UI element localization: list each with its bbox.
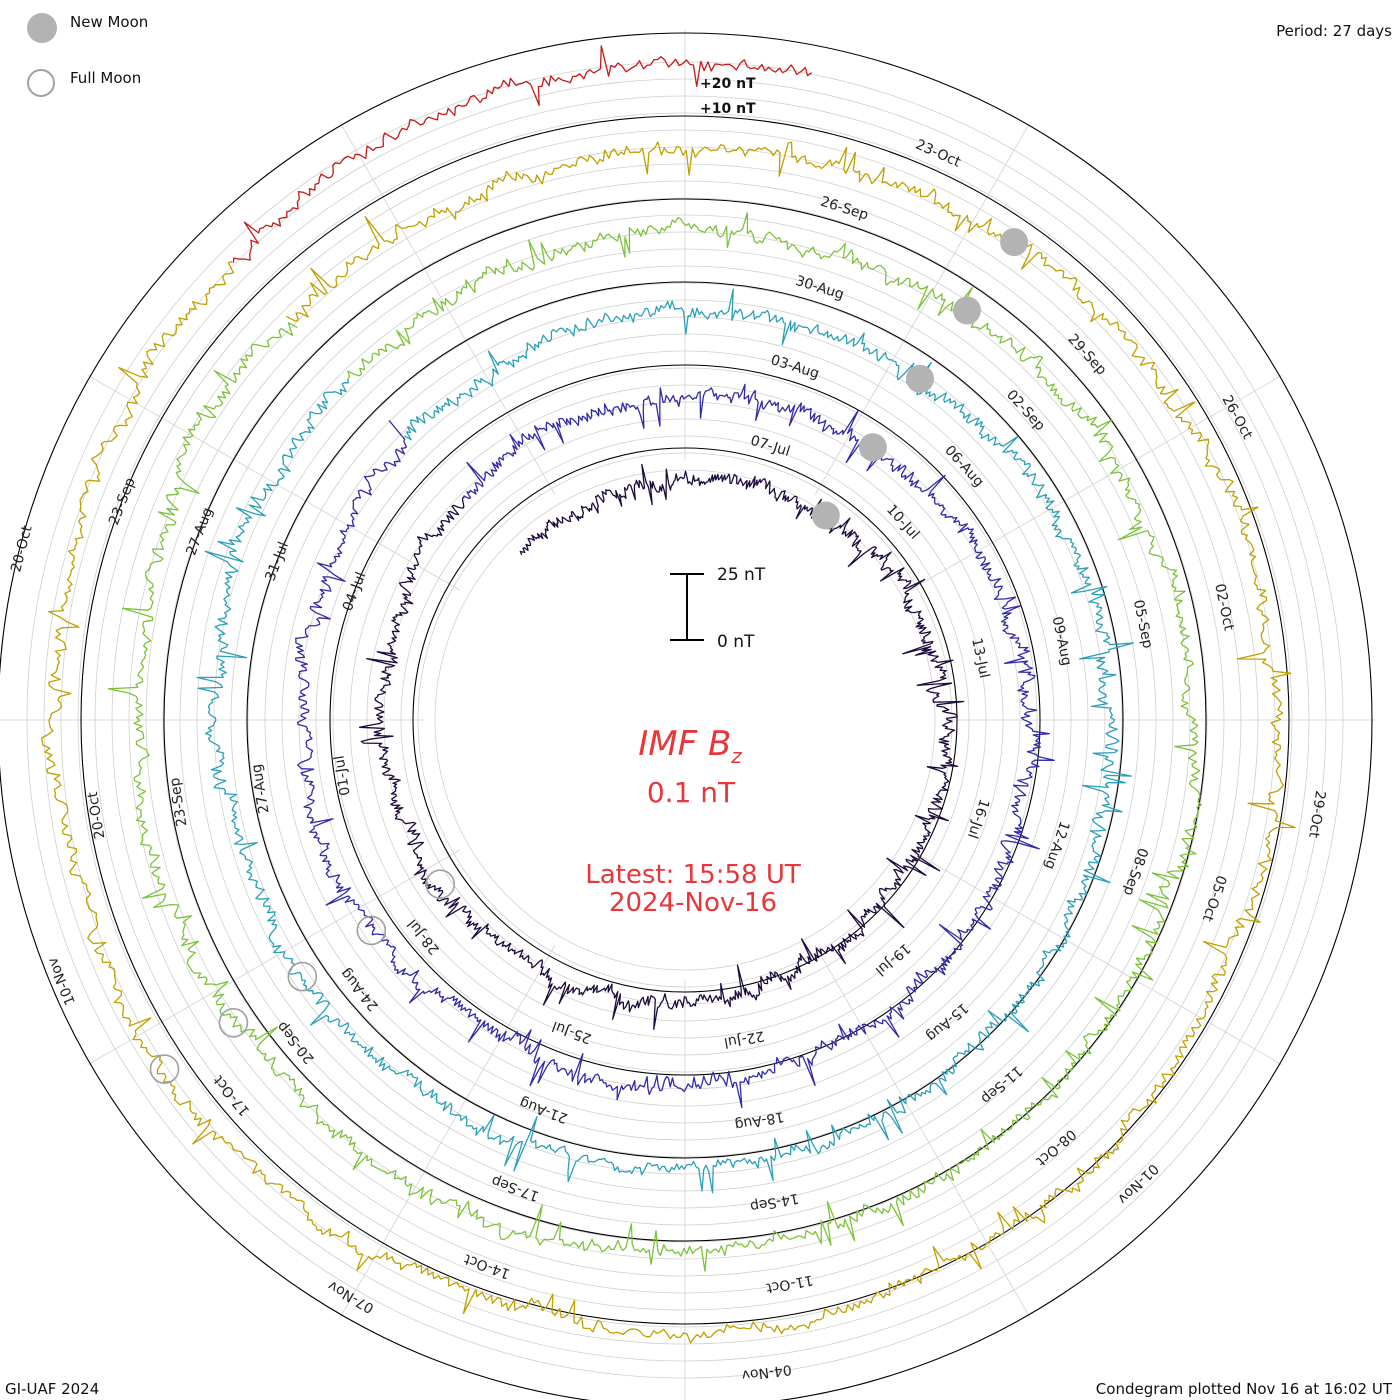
grid-ring (315, 350, 1055, 1090)
plotted-timestamp: Condegram plotted Nov 16 at 16:02 UT (1095, 1380, 1392, 1398)
grid-layer (0, 30, 1375, 1400)
date-label: 27-Aug (249, 763, 273, 815)
chart-title-main: IMF B (638, 724, 731, 764)
date-label: 14-Sep (749, 1190, 800, 1215)
date-label: 28-Jul (405, 916, 443, 957)
chart-title-subscript: z (730, 744, 742, 768)
new-moon-marker (906, 364, 934, 393)
new-moon-icon (27, 13, 57, 43)
grid-spoke (909, 849, 1283, 1066)
cycle-baseline (329, 364, 1041, 1076)
date-label: 20-Oct (8, 523, 36, 573)
new-moon-legend-label: New Moon (70, 13, 149, 31)
grid-ring (366, 401, 1004, 1039)
new-moon-marker (1000, 228, 1029, 257)
date-label: 18-Aug (733, 1108, 785, 1133)
new-moon-marker (858, 433, 887, 462)
series-cycle-5 (40, 141, 1296, 1344)
date-label: 29-Oct (1305, 789, 1328, 839)
grid-ring (434, 469, 936, 971)
grid-spoke (87, 849, 461, 1066)
grid-spoke (87, 374, 461, 591)
cycle-baseline (0, 32, 1373, 1400)
date-label: 31-Jul (262, 540, 292, 584)
date-label: 01-Nov (1114, 1160, 1161, 1207)
date-label: 02-Oct (1211, 582, 1236, 632)
credit-label: GI-UAF 2024 (5, 1380, 100, 1398)
full-moon-legend-label: Full Moon (70, 69, 142, 87)
date-label: 05-Oct (1199, 873, 1229, 924)
full-moon-marker (356, 915, 387, 946)
series-layer (40, 45, 1296, 1344)
date-label: 05-Sep (1130, 598, 1156, 650)
cycle-baseline (163, 198, 1207, 1242)
scale-bar-bottom-label: 0 nT (717, 632, 755, 652)
series-cycle-1 (358, 463, 965, 1030)
series-cycle-3 (196, 288, 1134, 1194)
grid-spoke (339, 122, 556, 496)
date-label: 03-Aug (769, 352, 821, 382)
date-label: 08-Oct (1032, 1126, 1079, 1170)
new-moon-marker (811, 501, 840, 530)
date-label: 22-Jul (723, 1027, 766, 1050)
date-label: 20-Sep (274, 1018, 318, 1066)
grid-spoke (339, 944, 556, 1318)
grid-spoke (814, 122, 1031, 496)
date-label: 08-Sep (1120, 846, 1151, 898)
series-cycle-2 (295, 383, 1055, 1109)
date-label: 04-Nov (741, 1361, 793, 1383)
date-label: 09-Aug (1049, 615, 1075, 667)
date-label: 12-Aug (1041, 819, 1072, 871)
cycle-baseline (246, 281, 1124, 1159)
date-label: 27-Aug (183, 505, 216, 557)
full-moon-icon (27, 69, 55, 97)
new-moon-marker (953, 296, 981, 325)
series-cycle-6 (232, 45, 813, 263)
full-moon-marker (149, 1054, 180, 1084)
date-label: 23-Oct (913, 137, 963, 171)
full-moon-marker (425, 869, 456, 900)
series-cycle-4 (107, 212, 1202, 1272)
chart-title: IMF Bz (638, 724, 742, 768)
date-label: 16-Jul (964, 797, 992, 841)
cycle-baseline (412, 447, 958, 993)
grid-spoke (909, 374, 1283, 591)
date-label: 24-Aug (338, 965, 382, 1014)
grid-ring (349, 384, 1021, 1056)
date-label: 23-Sep (167, 776, 191, 827)
date-label: 25-Jul (550, 1018, 594, 1047)
date-label: 17-Sep (489, 1172, 541, 1204)
period-label: Period: 27 days (1276, 22, 1392, 40)
date-label: 14-Oct (462, 1250, 513, 1281)
current-value: 0.1 nT (647, 776, 736, 809)
date-label: 26-Sep (818, 194, 870, 224)
full-moon-marker (218, 1007, 249, 1038)
date-label: 29-Sep (1064, 331, 1109, 378)
ring-scale-label-10: +10 nT (700, 101, 756, 117)
ring-scale-label-20: +20 nT (700, 76, 756, 92)
latest-date: 2024-Nov-16 (609, 888, 777, 918)
grid-ring (400, 435, 970, 1005)
date-label: 01-Jul (331, 754, 353, 797)
date-label: 21-Aug (517, 1094, 569, 1126)
scale-bar: 25 nT 0 nT (670, 565, 766, 652)
cycle-baseline (80, 115, 1290, 1325)
grid-spoke (814, 944, 1031, 1318)
date-label: 17-Oct (210, 1072, 253, 1119)
latest-time: Latest: 15:58 UT (585, 860, 801, 890)
date-label: 07-Jul (748, 433, 791, 460)
scale-bar-top-label: 25 nT (717, 565, 766, 585)
date-label: 11-Oct (764, 1271, 814, 1295)
date-label: 13-Jul (968, 637, 992, 680)
date-label: 04-Jul (340, 570, 370, 614)
full-moon-marker (287, 961, 318, 992)
date-label: 15-Aug (923, 1000, 971, 1045)
moon-marker-layer (149, 228, 1029, 1084)
date-label: 06-Aug (941, 443, 986, 491)
date-label: 19-Jul (872, 940, 913, 979)
date-label: 23-Sep (106, 476, 139, 528)
date-label: 20-Oct (85, 790, 108, 840)
